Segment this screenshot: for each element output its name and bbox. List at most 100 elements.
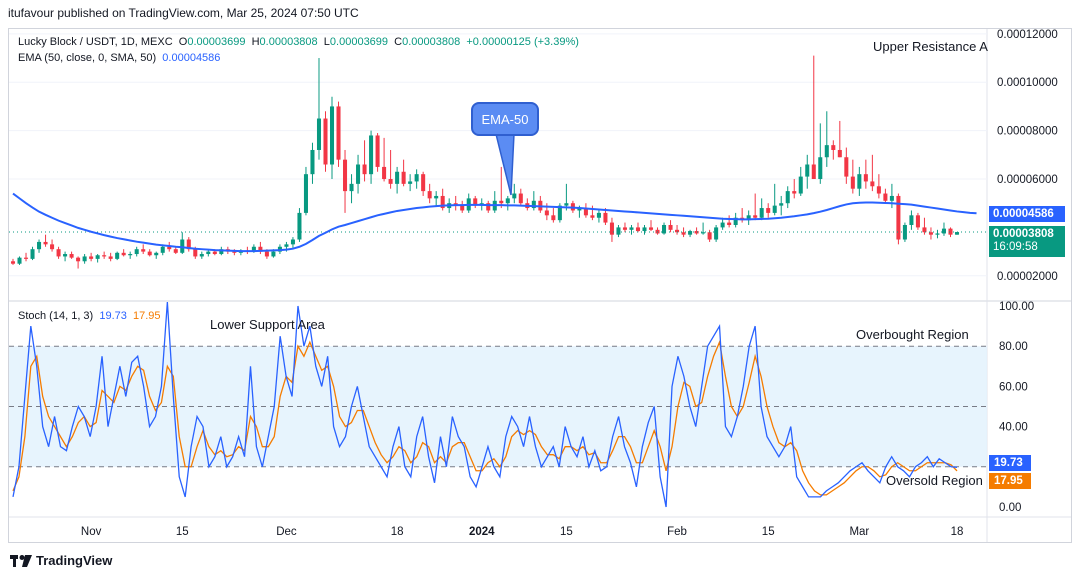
candle-body bbox=[883, 193, 888, 201]
candle-body bbox=[759, 208, 764, 218]
candle-body bbox=[837, 149, 842, 158]
time-tick-label: 2024 bbox=[469, 526, 495, 538]
ema-price-tag: 0.00004586 bbox=[989, 206, 1065, 222]
stoch-k-line bbox=[12, 301, 958, 508]
candle-body bbox=[831, 145, 836, 150]
tradingview-footer[interactable]: TradingView bbox=[10, 553, 112, 568]
candle-body bbox=[251, 246, 256, 252]
upper-resistance-annotation: Upper Resistance A bbox=[873, 39, 988, 54]
candle-body bbox=[37, 241, 42, 250]
candle-body bbox=[915, 215, 920, 228]
candle-body bbox=[714, 227, 719, 240]
candle-body bbox=[557, 205, 562, 221]
candle-body bbox=[128, 254, 133, 256]
candle-body bbox=[941, 228, 946, 234]
candle-body bbox=[219, 249, 224, 255]
candle-body bbox=[857, 174, 862, 189]
candle-body bbox=[206, 251, 211, 255]
candle-body bbox=[440, 195, 445, 209]
candle-body bbox=[668, 224, 673, 230]
candle-body bbox=[544, 210, 549, 216]
candle-body bbox=[577, 208, 582, 211]
candle-body bbox=[303, 174, 308, 213]
candle-body bbox=[746, 215, 751, 221]
candle-body bbox=[362, 164, 367, 175]
candle-body bbox=[642, 227, 647, 232]
candle-body bbox=[753, 215, 758, 218]
candle-body bbox=[805, 164, 810, 177]
candle-body bbox=[336, 106, 341, 160]
candle-body bbox=[590, 215, 595, 218]
candle-body bbox=[583, 208, 588, 216]
candle-body bbox=[115, 252, 120, 259]
open-value: 0.00003699 bbox=[187, 36, 246, 48]
candle-body bbox=[414, 174, 419, 182]
candle-body bbox=[401, 171, 406, 184]
candle-body bbox=[518, 193, 523, 204]
candle-body bbox=[609, 222, 614, 235]
candle-body bbox=[421, 174, 426, 192]
low-label: L bbox=[323, 36, 330, 48]
candle-body bbox=[173, 249, 178, 253]
candle-body bbox=[766, 208, 771, 213]
ema-legend-value: 0.00004586 bbox=[162, 52, 221, 64]
candle-body bbox=[82, 256, 87, 262]
stoch-tick-label: 80.00 bbox=[999, 341, 1028, 353]
candle-body bbox=[935, 233, 940, 235]
candle-body bbox=[167, 246, 172, 250]
price-tick-label: 0.00010000 bbox=[997, 77, 1058, 89]
time-tick-label: Mar bbox=[849, 526, 869, 538]
candle-body bbox=[473, 198, 478, 206]
time-tick-label: Feb bbox=[667, 526, 687, 538]
chart-frame bbox=[8, 28, 1072, 543]
candle-body bbox=[662, 224, 667, 234]
candle-body bbox=[343, 159, 348, 192]
candle-body bbox=[375, 135, 380, 167]
candle-body bbox=[160, 246, 165, 253]
time-tick-label: 15 bbox=[560, 526, 573, 538]
candle-body bbox=[727, 222, 732, 225]
ema-legend-label: EMA (50, close, 0, SMA, 50) bbox=[18, 52, 157, 64]
candle-body bbox=[551, 215, 556, 221]
symbol-title: Lucky Block / USDT, 1D, MEXC bbox=[18, 36, 173, 48]
candle-body bbox=[30, 249, 35, 259]
candle-body bbox=[369, 135, 374, 175]
price-tick-label: 0.00008000 bbox=[997, 126, 1058, 138]
candle-body bbox=[876, 186, 881, 194]
candle-body bbox=[694, 231, 699, 234]
oversold-annotation: Oversold Region bbox=[886, 473, 983, 488]
candle-body bbox=[863, 174, 868, 182]
candle-body bbox=[909, 215, 914, 225]
candle-body bbox=[427, 191, 432, 199]
price-tick-label: 0.00002000 bbox=[997, 271, 1058, 283]
candle-body bbox=[681, 232, 686, 235]
candle-body bbox=[505, 198, 510, 204]
candle-body bbox=[186, 239, 191, 250]
candle-body bbox=[434, 195, 439, 199]
publish-caption: itufavour published on TradingView.com, … bbox=[8, 6, 359, 20]
open-label: O bbox=[178, 36, 188, 48]
candle-body bbox=[896, 195, 901, 240]
time-tick-label: 15 bbox=[762, 526, 775, 538]
candle-body bbox=[356, 164, 361, 184]
candle-body bbox=[512, 193, 517, 199]
candle-body bbox=[460, 205, 465, 211]
countdown-value: 16:09:58 bbox=[993, 241, 1038, 253]
candle-body bbox=[89, 256, 94, 259]
candle-body bbox=[329, 106, 335, 165]
candle-body bbox=[648, 227, 654, 230]
candle-body bbox=[17, 257, 22, 264]
candle-body bbox=[141, 249, 146, 252]
stoch-d-line bbox=[12, 339, 958, 496]
overbought-annotation: Overbought Region bbox=[856, 327, 969, 342]
close-label: C bbox=[394, 36, 403, 48]
candle-body bbox=[10, 261, 16, 264]
close-value: 0.00003808 bbox=[402, 36, 461, 48]
candle-body bbox=[811, 164, 816, 180]
candle-body bbox=[675, 229, 680, 233]
candle-body bbox=[850, 176, 855, 189]
candle-body bbox=[531, 200, 536, 209]
candle-body bbox=[24, 257, 29, 259]
candle-body bbox=[193, 249, 198, 257]
